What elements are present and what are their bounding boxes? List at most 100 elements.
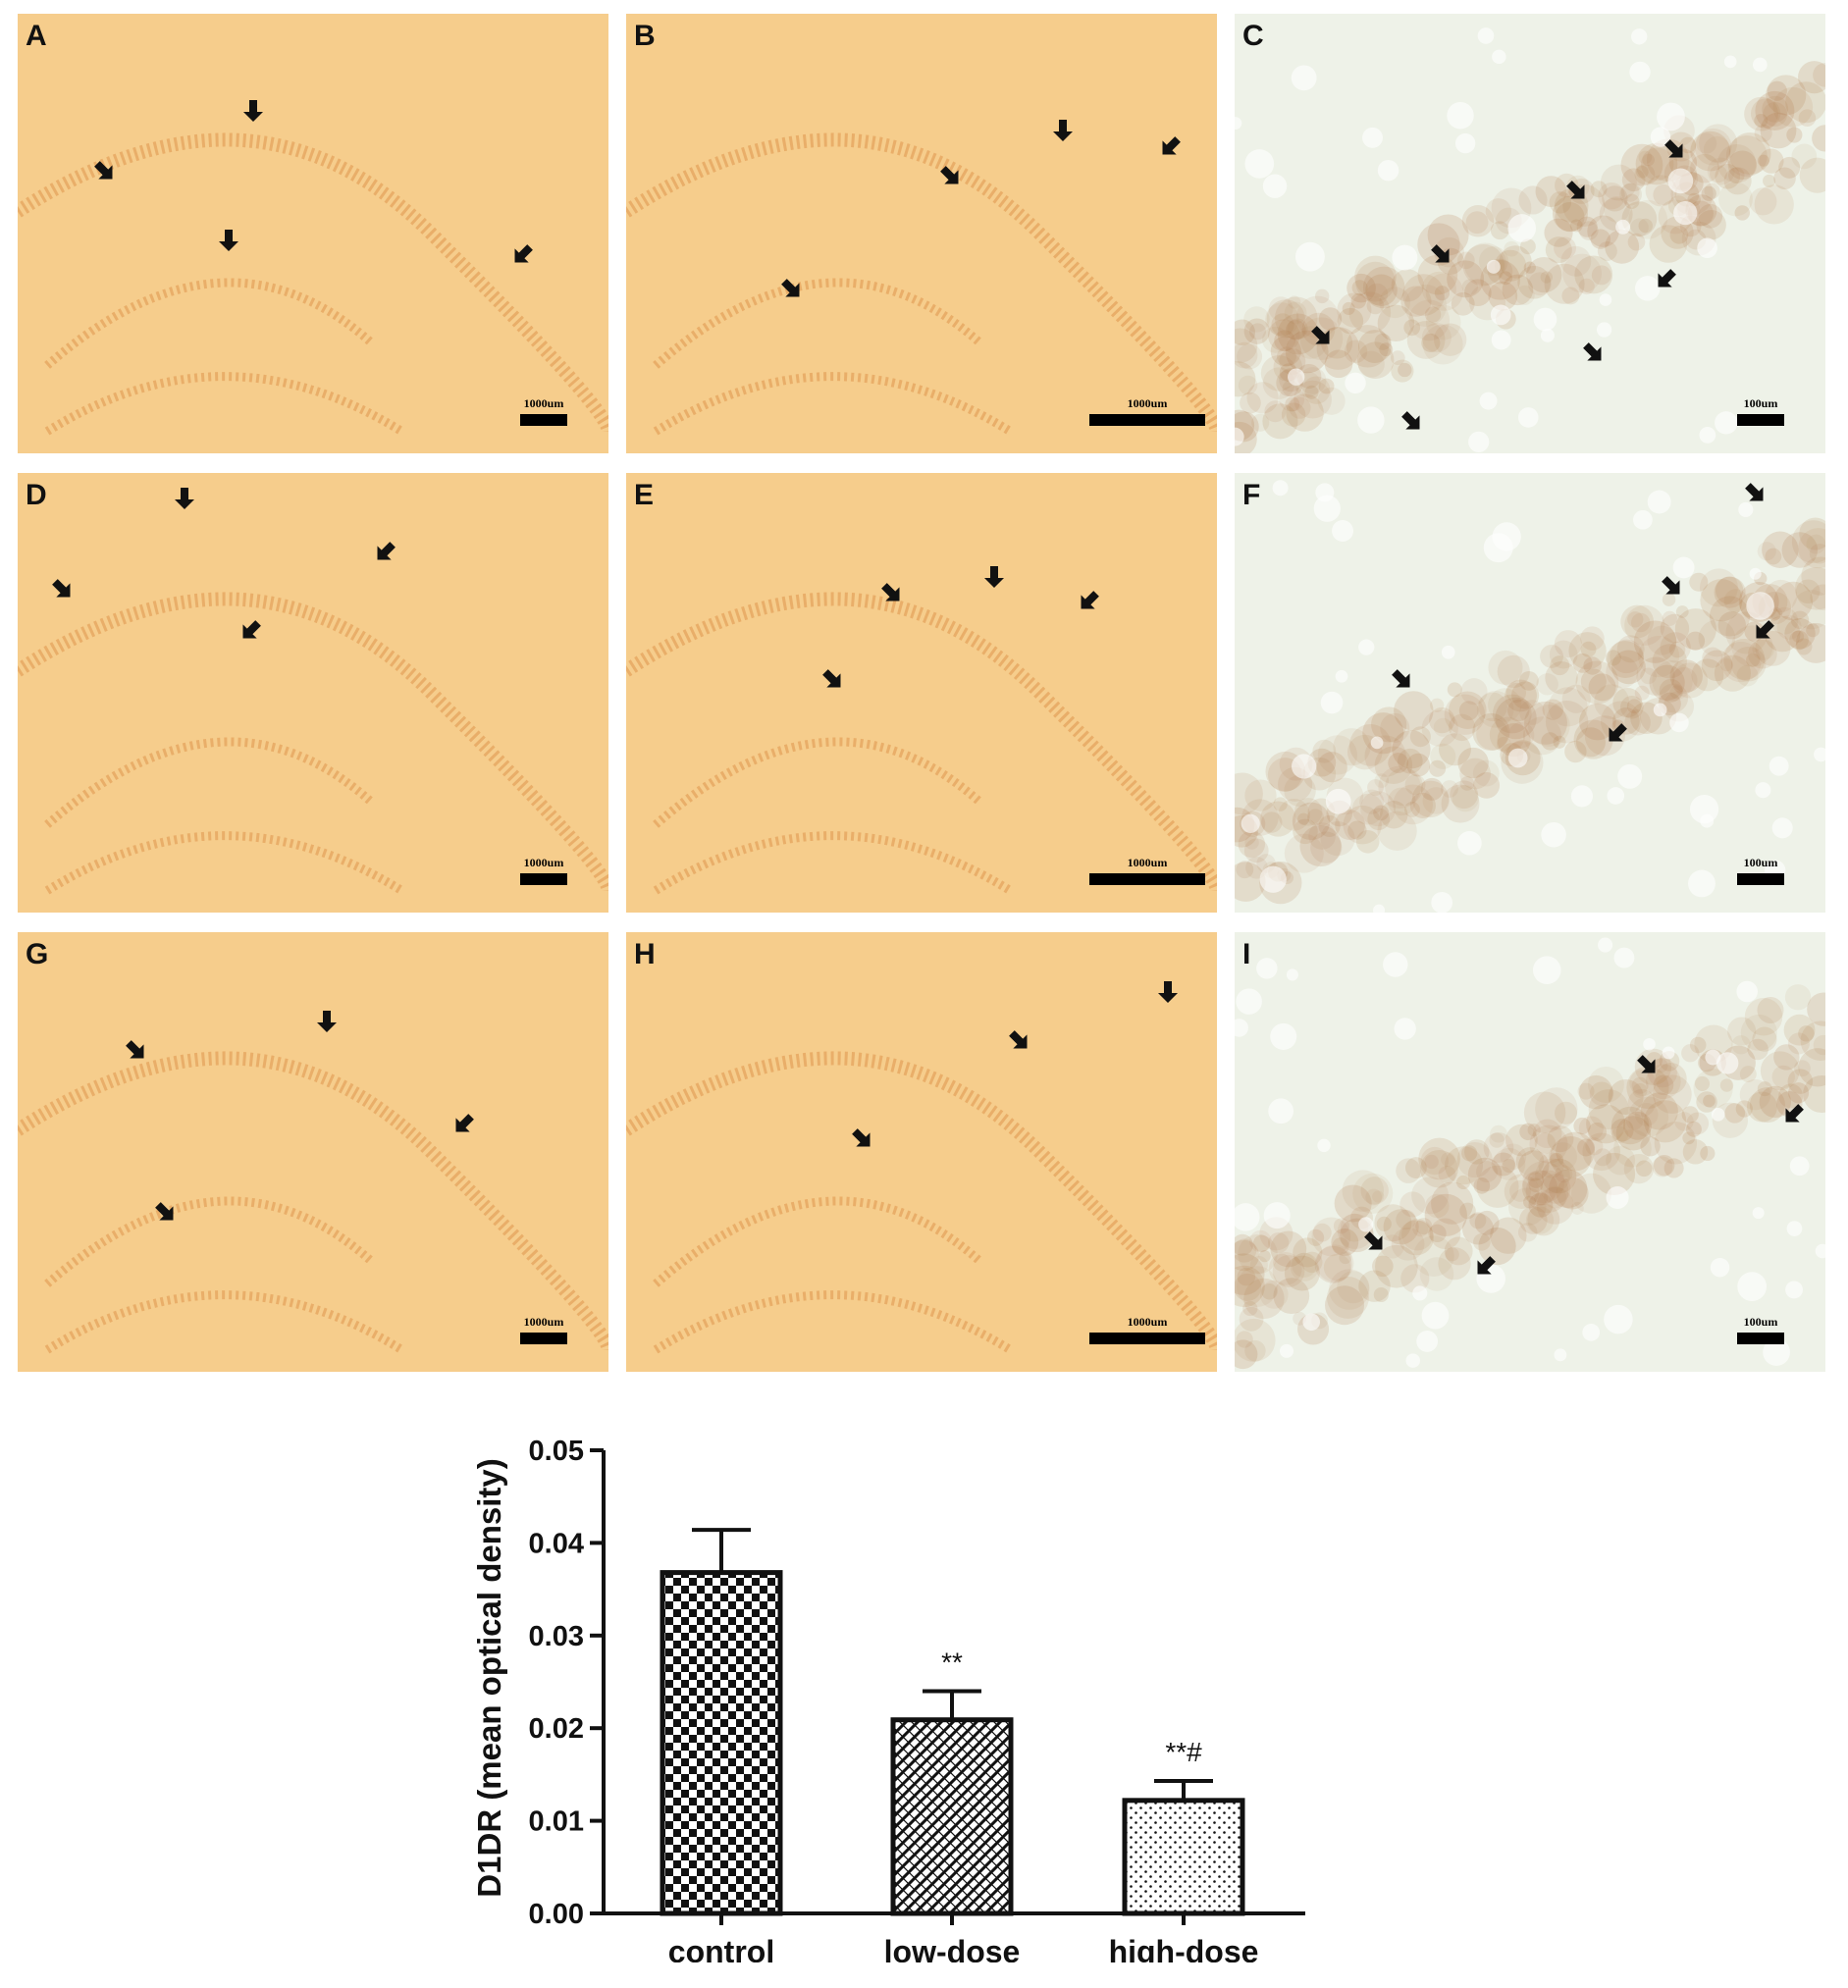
bar-high-dose: [1122, 1798, 1245, 1916]
significance-marker: **: [941, 1647, 963, 1677]
arrow-marker: [1745, 483, 1764, 501]
scale-bar-label: 100um: [1743, 396, 1778, 410]
scale-bar: [1737, 1333, 1784, 1344]
arrow-marker: [1785, 1104, 1804, 1123]
micrograph-panel-f: F 100um: [1235, 473, 1825, 913]
arrow-marker: [1162, 136, 1181, 155]
panel-letter: G: [26, 938, 49, 970]
micrograph-image: [1235, 14, 1825, 453]
x-category-label: low-dose: [884, 1934, 1021, 1962]
y-axis-title: D1DR (mean optical density): [471, 1458, 507, 1897]
chart-bars: ** **#: [660, 1528, 1245, 1916]
arrow-marker: [781, 279, 800, 297]
micrograph-panel-d: D 1000um: [18, 473, 608, 913]
scale-bar-label: 1000um: [523, 1315, 564, 1329]
panel-letter: H: [634, 938, 656, 970]
arrow-marker: [984, 566, 1004, 588]
scale-bar-label: 1000um: [1127, 1315, 1168, 1329]
arrow-marker: [1662, 576, 1680, 595]
arrow-marker: [317, 1011, 337, 1032]
arrow-marker: [1311, 326, 1330, 344]
arrow-marker: [852, 1128, 871, 1147]
arrow-marker: [1583, 342, 1602, 361]
micrograph-image: [1235, 473, 1825, 913]
arrow-marker: [1392, 669, 1410, 688]
micrograph-image: [18, 473, 608, 913]
arrow-marker: [881, 583, 900, 602]
micrograph-panel-e: E 1000um: [626, 473, 1217, 913]
micrograph-panel-g: G 1000um: [18, 932, 608, 1372]
arrow-marker: [52, 579, 71, 598]
arrow-marker: [219, 230, 238, 251]
micrograph-panel-c: C 100um: [1235, 14, 1825, 453]
arrow-marker: [455, 1114, 474, 1132]
d1dr-bar-chart: 0.00 0.01 0.02 0.03 0.04 0.05 control low-dose h…: [471, 1436, 1305, 1962]
scale-bar: [520, 414, 567, 426]
arrow-marker: [514, 244, 533, 263]
arrow-marker: [1637, 1055, 1656, 1073]
micrograph-image: [626, 473, 1217, 913]
y-tick-label: 0.03: [529, 1621, 584, 1652]
scale-bar-label: 1000um: [1127, 856, 1168, 869]
scale-bar-label: 1000um: [1127, 396, 1168, 410]
scale-bar-label: 1000um: [523, 396, 564, 410]
arrow-marker: [1756, 620, 1774, 639]
micrograph-panel-a: A 1000um: [18, 14, 608, 453]
arrow-marker: [1158, 981, 1178, 1003]
scale-bar-label: 100um: [1743, 856, 1778, 869]
micrograph-panel-b: B 1000um: [626, 14, 1217, 453]
arrow-marker: [1364, 1231, 1383, 1250]
x-category-label: control: [668, 1934, 774, 1962]
panel-letter: E: [634, 479, 655, 511]
arrow-marker: [126, 1040, 144, 1059]
arrow-marker: [94, 161, 113, 180]
arrow-marker: [1081, 591, 1099, 609]
micrograph-image: [18, 14, 608, 453]
arrow-marker: [940, 166, 959, 184]
scale-bar-label: 100um: [1743, 1315, 1778, 1329]
scale-bar: [1737, 414, 1784, 426]
arrow-marker: [1664, 139, 1683, 158]
micrograph-panel-h: H 1000um: [626, 932, 1217, 1372]
significance-marker: **#: [1165, 1737, 1202, 1767]
micrograph-image: [626, 14, 1217, 453]
bar-control: [660, 1570, 783, 1916]
arrow-marker: [243, 100, 263, 122]
arrow-marker: [1609, 723, 1627, 742]
arrow-marker: [1566, 181, 1585, 199]
arrow-marker: [377, 542, 396, 560]
panel-letter: A: [26, 20, 47, 52]
panel-letter: B: [634, 20, 656, 52]
arrow-marker: [155, 1202, 174, 1221]
arrow-marker: [175, 488, 194, 509]
scale-bar: [1089, 414, 1205, 426]
arrow-marker: [1401, 411, 1420, 430]
micrograph-image: [1235, 932, 1825, 1372]
x-category-label: high-dose: [1109, 1934, 1259, 1962]
arrow-marker: [242, 620, 261, 639]
arrow-marker: [1009, 1030, 1028, 1049]
arrow-marker: [1477, 1256, 1496, 1275]
panel-letter: C: [1242, 20, 1264, 52]
panel-letter: D: [26, 479, 47, 511]
scale-bar-label: 1000um: [523, 856, 564, 869]
arrow-marker: [1658, 269, 1676, 288]
scale-bar: [1089, 1333, 1205, 1344]
arrow-marker: [1431, 244, 1450, 263]
bar-low-dose: [890, 1717, 1014, 1916]
panel-letter: I: [1242, 938, 1251, 970]
micrograph-image: [626, 932, 1217, 1372]
y-tick-label: 0.02: [529, 1713, 584, 1745]
scale-bar: [520, 1333, 567, 1344]
micrograph-image: [18, 932, 608, 1372]
scale-bar: [520, 873, 567, 885]
arrow-marker: [822, 669, 841, 688]
arrow-marker: [1053, 120, 1073, 141]
y-tick-label: 0.04: [529, 1528, 584, 1559]
scale-bar: [1089, 873, 1205, 885]
panel-letter: F: [1242, 479, 1261, 511]
y-tick-label: 0.01: [529, 1806, 584, 1838]
y-tick-label: 0.00: [529, 1899, 584, 1930]
y-tick-label: 0.05: [529, 1436, 584, 1467]
scale-bar: [1737, 873, 1784, 885]
